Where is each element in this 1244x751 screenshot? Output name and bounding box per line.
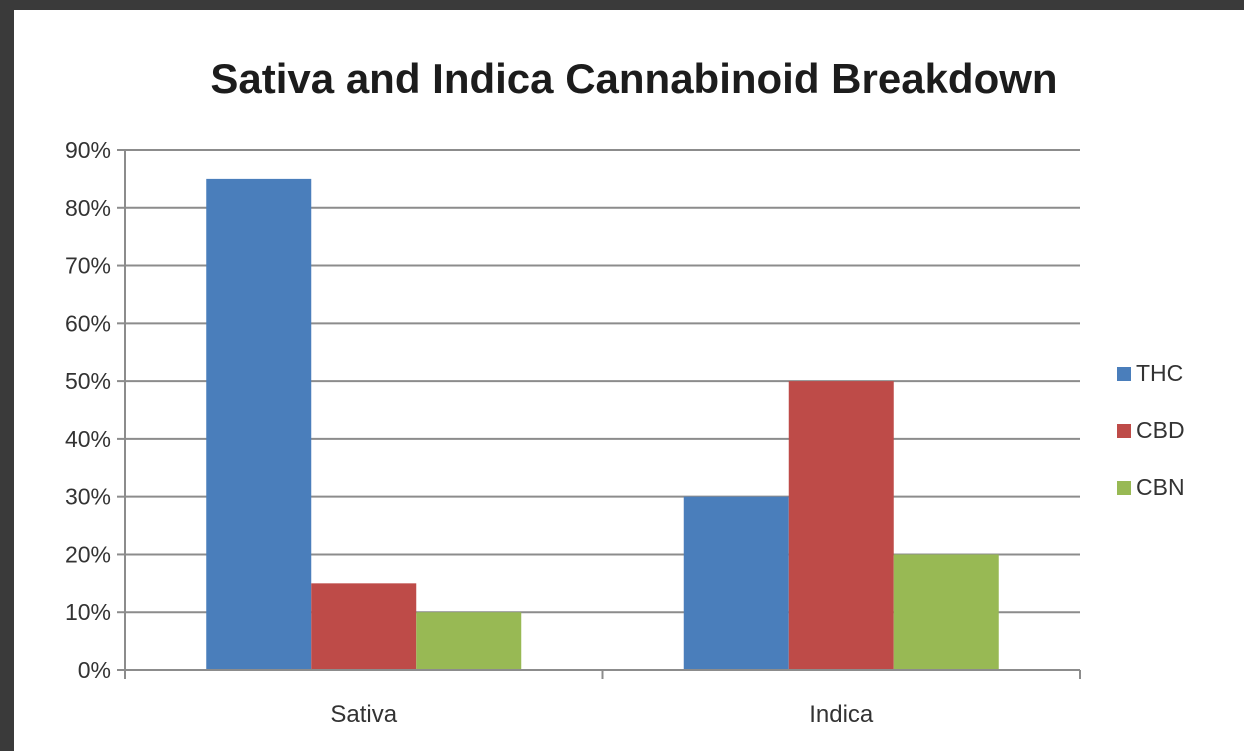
y-tick-label: 0% [78,657,111,683]
bar-cbn-sativa [416,612,522,670]
y-tick-label: 80% [65,195,111,221]
legend-swatch-cbd [1117,424,1131,438]
chart-title: Sativa and Indica Cannabinoid Breakdown [210,55,1057,102]
bar-cbn-indica [893,554,999,670]
legend-label-cbd: CBD [1136,417,1185,443]
y-tick-label: 30% [65,484,111,510]
legend: THC CBD CBN [1117,360,1185,500]
bar-cbd-sativa [311,583,417,670]
bar-thc-sativa [206,178,312,670]
y-tick-label: 70% [65,253,111,279]
y-tick-label: 20% [65,541,111,567]
y-tick-label: 40% [65,426,111,452]
legend-label-thc: THC [1136,360,1183,386]
category-labels: Sativa Indica [330,701,874,728]
bar-cbd-indica [788,381,894,670]
bar-thc-indica [683,496,789,670]
x-axis [124,150,1081,679]
bars [206,178,999,670]
y-tick-label: 10% [65,599,111,625]
legend-label-cbn: CBN [1136,474,1185,500]
legend-swatch-thc [1117,367,1131,381]
y-tick-label: 60% [65,310,111,336]
y-axis-ticks: 0% 10% 20% 30% 40% 50% 60% 70% 80% 90% [65,137,125,683]
x-category-label: Indica [809,701,874,728]
x-category-label: Sativa [330,701,397,728]
y-tick-label: 50% [65,368,111,394]
y-tick-label: 90% [65,137,111,163]
legend-swatch-cbn [1117,481,1131,495]
